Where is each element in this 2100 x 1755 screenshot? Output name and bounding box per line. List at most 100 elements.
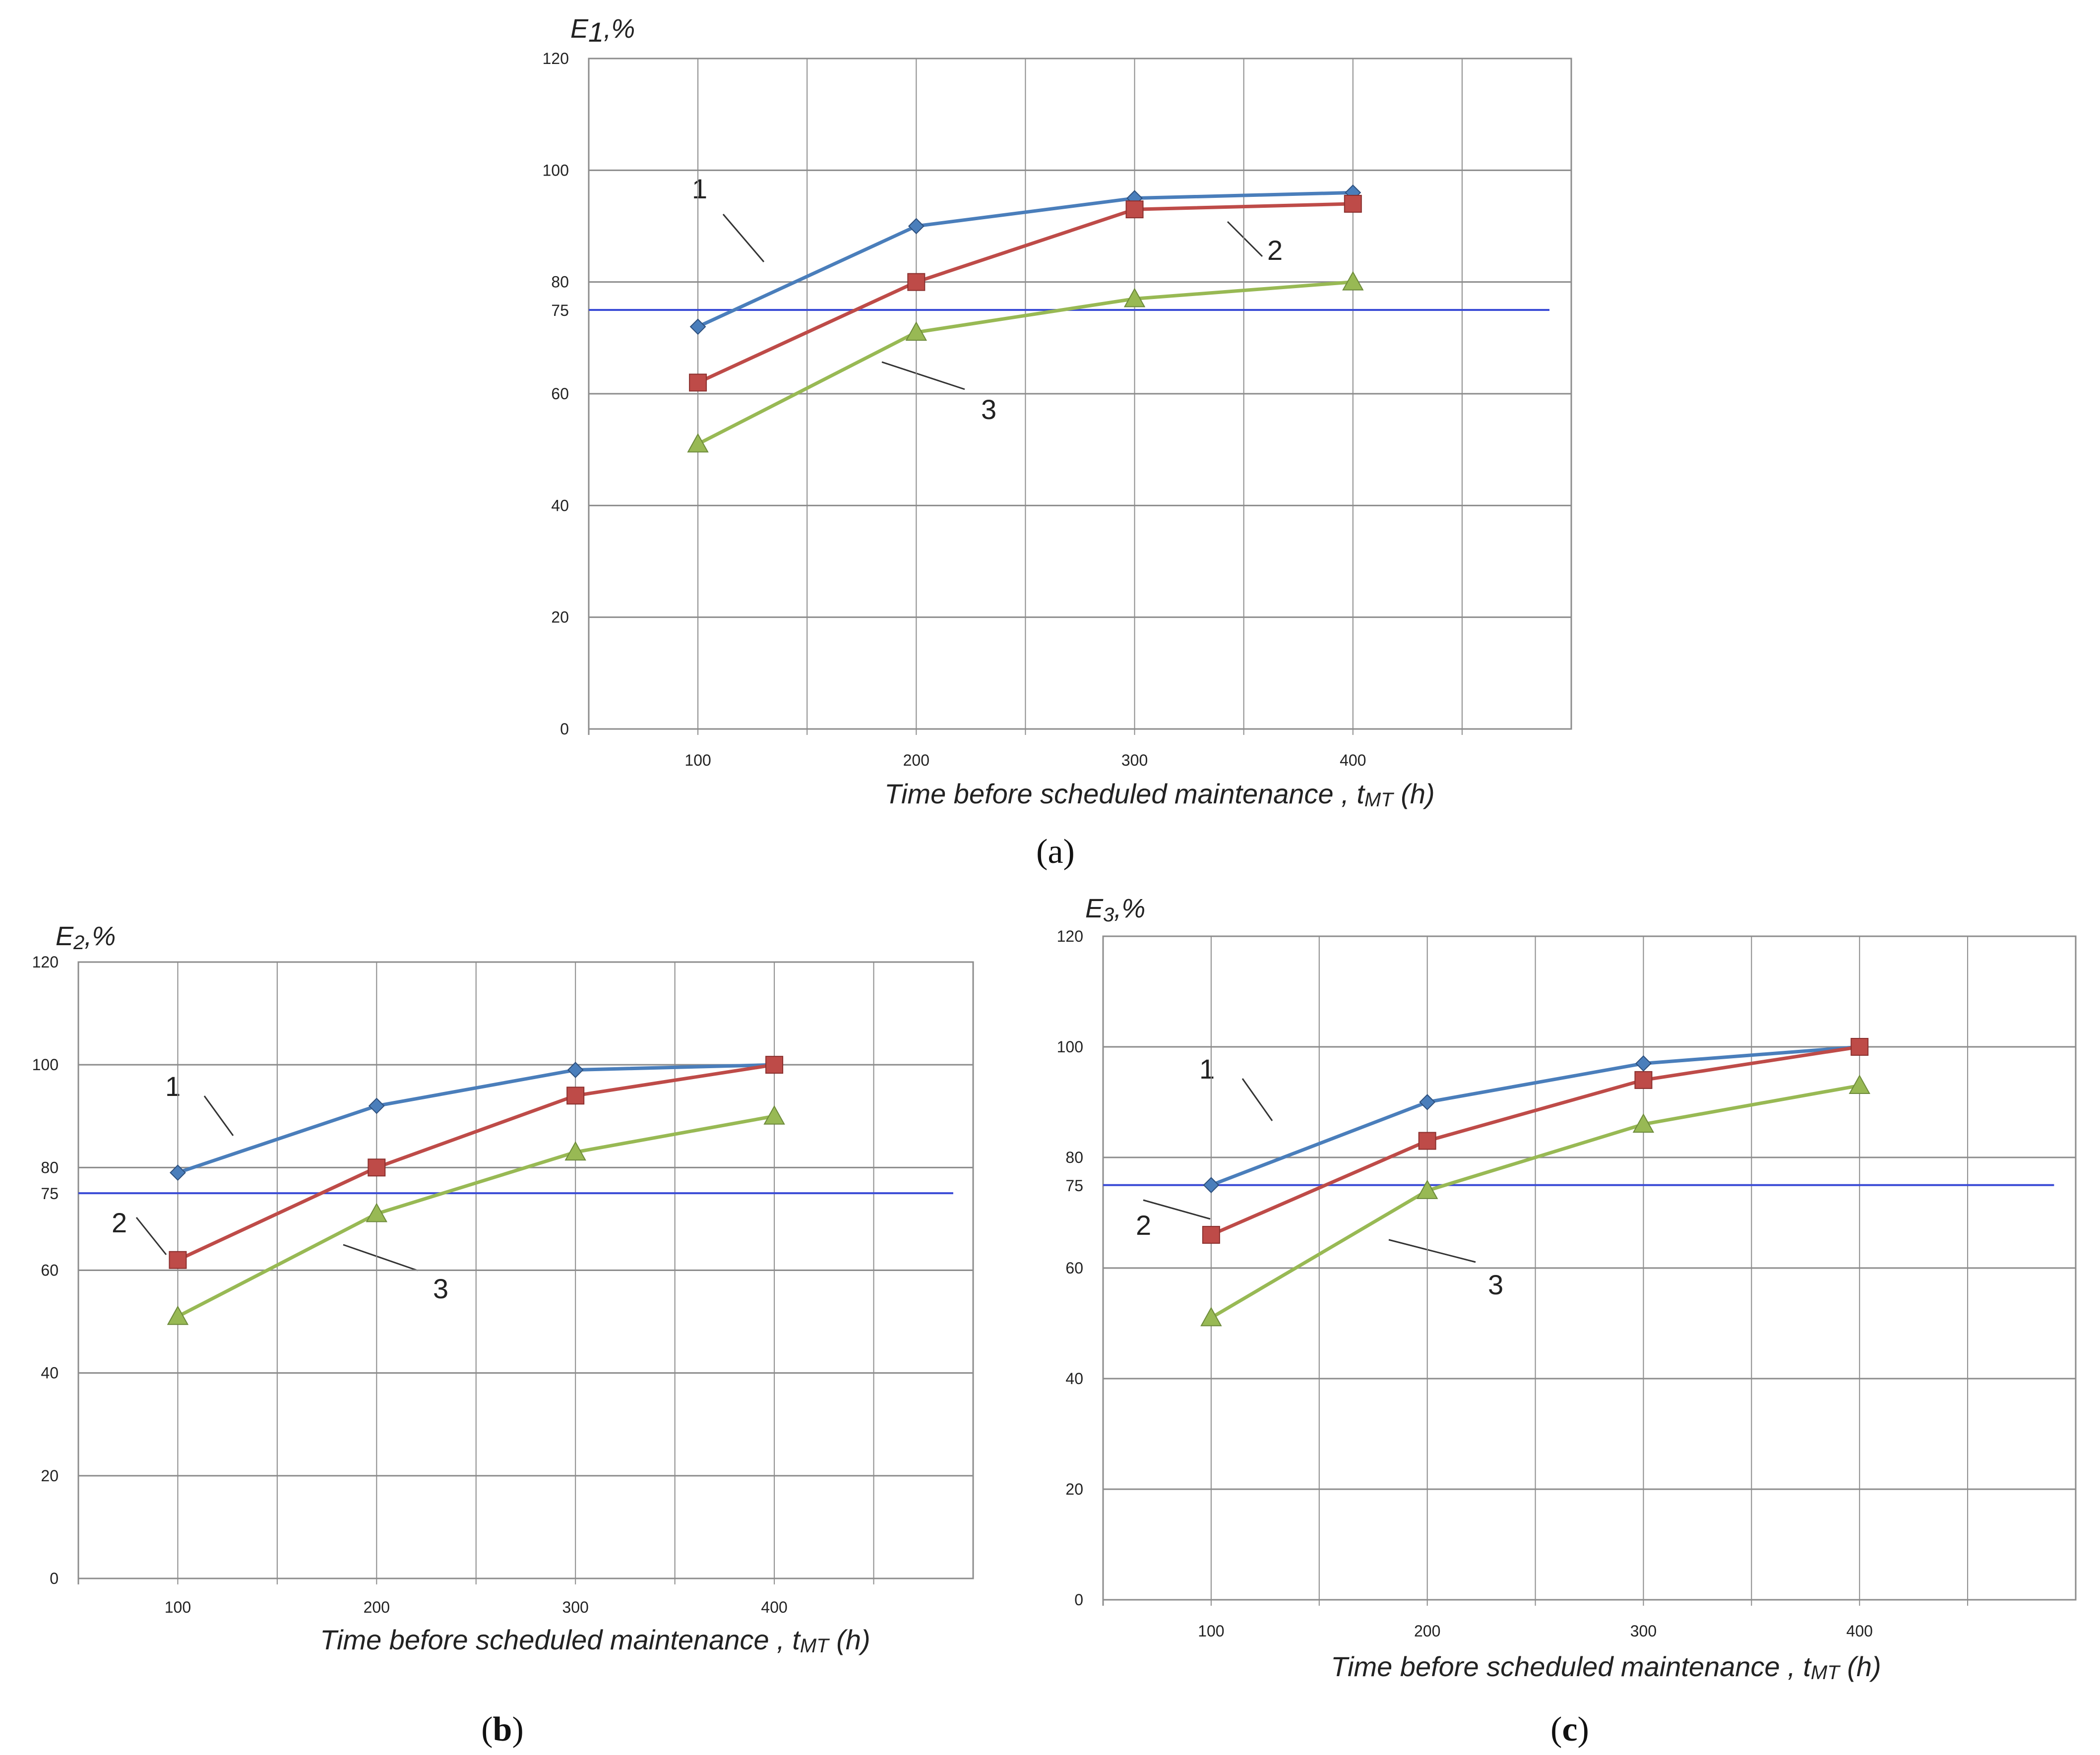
series-2-point xyxy=(566,1087,585,1105)
series-3-point xyxy=(1632,1113,1655,1133)
annotation-leader-2 xyxy=(1143,1199,1211,1220)
figure-caption: (c) xyxy=(1550,1710,1589,1749)
y-tick-label: 80 xyxy=(1065,1149,1083,1166)
series-2-point xyxy=(1634,1071,1653,1089)
plot-area: 0 20 40 60 80 100 120 100 200 300 400 75 xyxy=(543,50,1572,769)
series-2-point xyxy=(1344,194,1362,213)
series-3-point xyxy=(1849,1074,1870,1094)
series-2-point xyxy=(1418,1132,1436,1150)
threshold-label: 75 xyxy=(41,1185,59,1203)
x-axis-title: Time before scheduled maintenance , tMT … xyxy=(1331,1651,1881,1684)
series-3-point xyxy=(1416,1179,1438,1199)
x-tick-label: 400 xyxy=(761,1598,787,1616)
series-1-point xyxy=(908,218,925,235)
series-2-point xyxy=(1202,1226,1220,1244)
annotation-leader-3 xyxy=(343,1244,418,1271)
series-3-point xyxy=(167,1305,189,1325)
panel-c: E3,% Time before scheduled maintenance ,… xyxy=(1057,894,2077,1749)
series-3-point xyxy=(905,321,927,341)
y-tick-label: 100 xyxy=(1057,1038,1083,1056)
series-2-point xyxy=(765,1056,784,1074)
series-2-line xyxy=(177,1063,775,1262)
y-tick-label: 20 xyxy=(1065,1480,1083,1498)
series-1-point xyxy=(1635,1055,1652,1072)
annotation-label-1: 1 xyxy=(692,173,707,204)
series-3-point xyxy=(687,433,709,453)
x-tick-label: 400 xyxy=(1847,1622,1873,1640)
annotation-label-3: 3 xyxy=(981,394,996,425)
series-3-line xyxy=(177,1114,775,1318)
y-tick-label: 0 xyxy=(50,1570,59,1587)
threshold-label: 75 xyxy=(1065,1177,1083,1195)
annotation-label-3: 3 xyxy=(433,1273,448,1304)
annotation-leader-3 xyxy=(1388,1239,1476,1263)
plot-area: 0 20 40 60 80 100 120 100 200 300 400 75 xyxy=(1057,927,2077,1640)
series-2-point xyxy=(169,1251,187,1269)
annotation-label-2: 2 xyxy=(112,1207,127,1238)
threshold-label: 75 xyxy=(551,302,569,319)
series-1-line xyxy=(697,190,1353,328)
series-2-line xyxy=(697,202,1353,384)
x-tick-label: 100 xyxy=(684,751,711,769)
x-axis-title: Time before scheduled maintenance , tMT … xyxy=(884,778,1434,811)
y-tick-label: 100 xyxy=(543,161,569,179)
x-tick-label: 300 xyxy=(562,1598,589,1616)
y-tick-label: 0 xyxy=(1074,1591,1083,1609)
series-1-line xyxy=(177,1063,775,1175)
y-axis-title: E3,% xyxy=(1085,894,1145,926)
panel-a: E1,% Time before scheduled maintenance ,… xyxy=(543,14,1572,871)
annotation-leader-1 xyxy=(1241,1078,1273,1121)
series-3-line xyxy=(697,280,1354,446)
x-tick-label: 400 xyxy=(1340,751,1366,769)
y-tick-label: 60 xyxy=(1065,1259,1083,1277)
annotation-leader-1 xyxy=(722,214,765,262)
annotation-label-1: 1 xyxy=(1199,1053,1215,1085)
x-tick-label: 300 xyxy=(1630,1622,1657,1640)
y-tick-label: 40 xyxy=(551,496,569,514)
series-1-point xyxy=(689,318,706,335)
figure-caption: (b) xyxy=(481,1710,524,1749)
y-tick-label: 40 xyxy=(41,1364,59,1382)
y-axis-title: E2,% xyxy=(56,921,116,954)
series-3-point xyxy=(1342,271,1364,291)
series-1-point xyxy=(567,1062,584,1078)
series-1-point xyxy=(1419,1094,1436,1110)
annotation-label-2: 2 xyxy=(1267,235,1283,266)
annotation-leader-3 xyxy=(881,361,965,390)
panel-b: E2,% Time before scheduled maintenance ,… xyxy=(32,921,974,1749)
series-2-point xyxy=(907,273,926,291)
x-tick-label: 200 xyxy=(364,1598,390,1616)
y-tick-label: 20 xyxy=(551,608,569,626)
series-3-point xyxy=(763,1105,785,1125)
series-1-line xyxy=(1210,1045,1860,1187)
annotation-label-3: 3 xyxy=(1488,1269,1503,1300)
y-tick-label: 80 xyxy=(41,1158,59,1176)
series-3-point xyxy=(366,1203,388,1222)
y-tick-label: 120 xyxy=(1057,927,1083,945)
y-tick-label: 60 xyxy=(41,1262,59,1279)
series-2-point xyxy=(368,1158,386,1177)
annotation-label-1: 1 xyxy=(165,1071,181,1102)
y-tick-label: 40 xyxy=(1065,1370,1083,1388)
x-tick-label: 200 xyxy=(1414,1622,1440,1640)
x-tick-label: 200 xyxy=(903,751,929,769)
x-tick-label: 100 xyxy=(165,1598,191,1616)
annotation-leader-2 xyxy=(1227,221,1263,257)
y-tick-label: 80 xyxy=(551,273,569,291)
series-3-point xyxy=(1123,288,1146,307)
series-1-point xyxy=(368,1097,385,1114)
series-3-point xyxy=(564,1141,586,1161)
figure-caption: (a) xyxy=(1036,833,1075,871)
series-2-line xyxy=(1210,1045,1860,1237)
y-tick-label: 100 xyxy=(32,1056,59,1074)
annotation-leader-2 xyxy=(135,1217,167,1255)
plot-area: 0 20 40 60 80 100 120 100 200 300 400 75 xyxy=(32,953,974,1616)
x-axis-title: Time before scheduled maintenance , tMT … xyxy=(320,1624,870,1657)
y-tick-label: 0 xyxy=(560,720,569,738)
annotation-label-2: 2 xyxy=(1136,1210,1151,1241)
series-1-point xyxy=(170,1164,186,1181)
x-tick-label: 300 xyxy=(1121,751,1148,769)
y-tick-label: 120 xyxy=(543,50,569,67)
y-tick-label: 20 xyxy=(41,1467,59,1485)
